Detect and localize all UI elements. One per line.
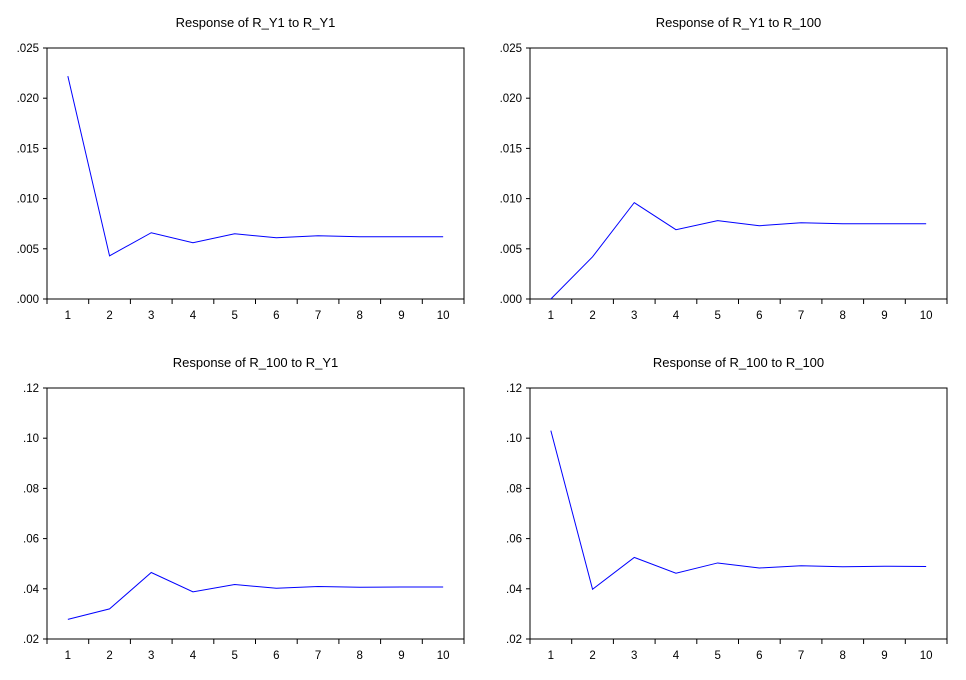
y-tick-label: .04 xyxy=(506,584,523,596)
x-tick-label: 1 xyxy=(65,650,71,662)
x-tick-label: 2 xyxy=(589,650,595,662)
x-tick-label: 4 xyxy=(190,310,197,322)
irf-chart-4: Response of R_100 to R_100 .02 .04 .06 .08 .1… xyxy=(506,355,948,662)
series-line xyxy=(550,201,927,300)
x-tick-label: 6 xyxy=(273,650,279,662)
chart-title: Response of R_Y1 to R_Y1 xyxy=(176,15,336,30)
x-tick-label: 7 xyxy=(315,310,321,322)
x-tick-label: 6 xyxy=(756,310,762,322)
x-tick-label: 8 xyxy=(357,650,363,662)
y-tick-label: .12 xyxy=(506,383,522,395)
irf-panel-3: Response of R_100 to R_Y1 .02 .04 .06 .08 .10… xyxy=(0,340,483,680)
x-tick-label: 5 xyxy=(714,310,720,322)
x-tick-label: 6 xyxy=(756,650,762,662)
irf-chart-1: Response of R_Y1 to R_Y1 .000 .005 .010 .015… xyxy=(17,15,465,322)
irf-panel-1: Response of R_Y1 to R_Y1 .000 .005 .010 .015… xyxy=(0,0,483,340)
y-tick-label: .015 xyxy=(17,143,39,155)
y-tick-label: .005 xyxy=(17,244,39,256)
chart-title: Response of R_100 to R_100 xyxy=(653,355,824,370)
x-tick-label: 10 xyxy=(437,650,450,662)
irf-chart-3: Response of R_100 to R_Y1 .02 .04 .06 .08 .10… xyxy=(23,355,465,662)
series-line xyxy=(67,571,444,620)
x-tick-label: 8 xyxy=(840,310,846,322)
y-tick-label: .10 xyxy=(506,433,522,445)
x-tick-label: 2 xyxy=(106,310,112,322)
y-tick-label: .000 xyxy=(17,294,39,306)
chart-title: Response of R_100 to R_Y1 xyxy=(173,355,339,370)
plot-frame xyxy=(529,387,948,640)
y-tick-label: .02 xyxy=(23,634,39,646)
irf-panel-4: Response of R_100 to R_100 .02 .04 .06 .08 .1… xyxy=(483,340,966,680)
x-tick-label: 7 xyxy=(315,650,321,662)
y-tick-label: .010 xyxy=(17,194,39,206)
irf-panel-2: Response of R_Y1 to R_100 .000 .005 .010 .01… xyxy=(483,0,966,340)
y-tick-label: .06 xyxy=(506,534,522,546)
x-tick-label: 1 xyxy=(548,650,554,662)
y-tick-label: .08 xyxy=(506,483,522,495)
x-tick-label: 4 xyxy=(673,650,680,662)
y-tick-label: .020 xyxy=(500,93,522,105)
x-tick-label: 1 xyxy=(548,310,554,322)
y-tick-label: .025 xyxy=(500,43,522,55)
y-tick-label: .010 xyxy=(500,194,522,206)
y-tick-label: .025 xyxy=(17,43,39,55)
x-tick-label: 7 xyxy=(798,650,804,662)
x-tick-label: 1 xyxy=(65,310,71,322)
x-tick-label: 8 xyxy=(357,310,363,322)
x-tick-label: 10 xyxy=(920,310,933,322)
plot-frame xyxy=(46,47,465,300)
x-tick-label: 10 xyxy=(437,310,450,322)
irf-chart-2: Response of R_Y1 to R_100 .000 .005 .010 .01… xyxy=(500,15,948,322)
x-tick-label: 5 xyxy=(714,650,720,662)
y-tick-label: .10 xyxy=(23,433,39,445)
x-tick-label: 4 xyxy=(673,310,680,322)
y-tick-label: .06 xyxy=(23,534,39,546)
y-tick-label: .020 xyxy=(17,93,39,105)
x-tick-label: 6 xyxy=(273,310,279,322)
y-tick-label: .02 xyxy=(506,634,522,646)
x-tick-label: 3 xyxy=(631,310,637,322)
series-line xyxy=(67,75,444,257)
x-tick-label: 2 xyxy=(589,310,595,322)
plot-frame xyxy=(46,387,465,640)
chart-title: Response of R_Y1 to R_100 xyxy=(656,15,822,30)
y-tick-label: .12 xyxy=(23,383,39,395)
x-tick-label: 5 xyxy=(231,650,237,662)
x-tick-label: 8 xyxy=(840,650,846,662)
x-tick-label: 9 xyxy=(881,650,887,662)
y-tick-label: .015 xyxy=(500,143,522,155)
x-tick-label: 3 xyxy=(148,650,154,662)
x-tick-label: 9 xyxy=(398,650,404,662)
y-tick-label: .08 xyxy=(23,483,39,495)
y-tick-label: .000 xyxy=(500,294,522,306)
y-tick-label: .04 xyxy=(23,584,40,596)
x-tick-label: 9 xyxy=(881,310,887,322)
plot-frame xyxy=(529,47,948,300)
y-tick-label: .005 xyxy=(500,244,522,256)
x-tick-label: 7 xyxy=(798,310,804,322)
x-tick-label: 5 xyxy=(231,310,237,322)
x-tick-label: 3 xyxy=(148,310,154,322)
x-tick-label: 10 xyxy=(920,650,933,662)
x-tick-label: 4 xyxy=(190,650,197,662)
x-tick-label: 3 xyxy=(631,650,637,662)
series-line xyxy=(550,430,927,591)
x-tick-label: 2 xyxy=(106,650,112,662)
x-tick-label: 9 xyxy=(398,310,404,322)
